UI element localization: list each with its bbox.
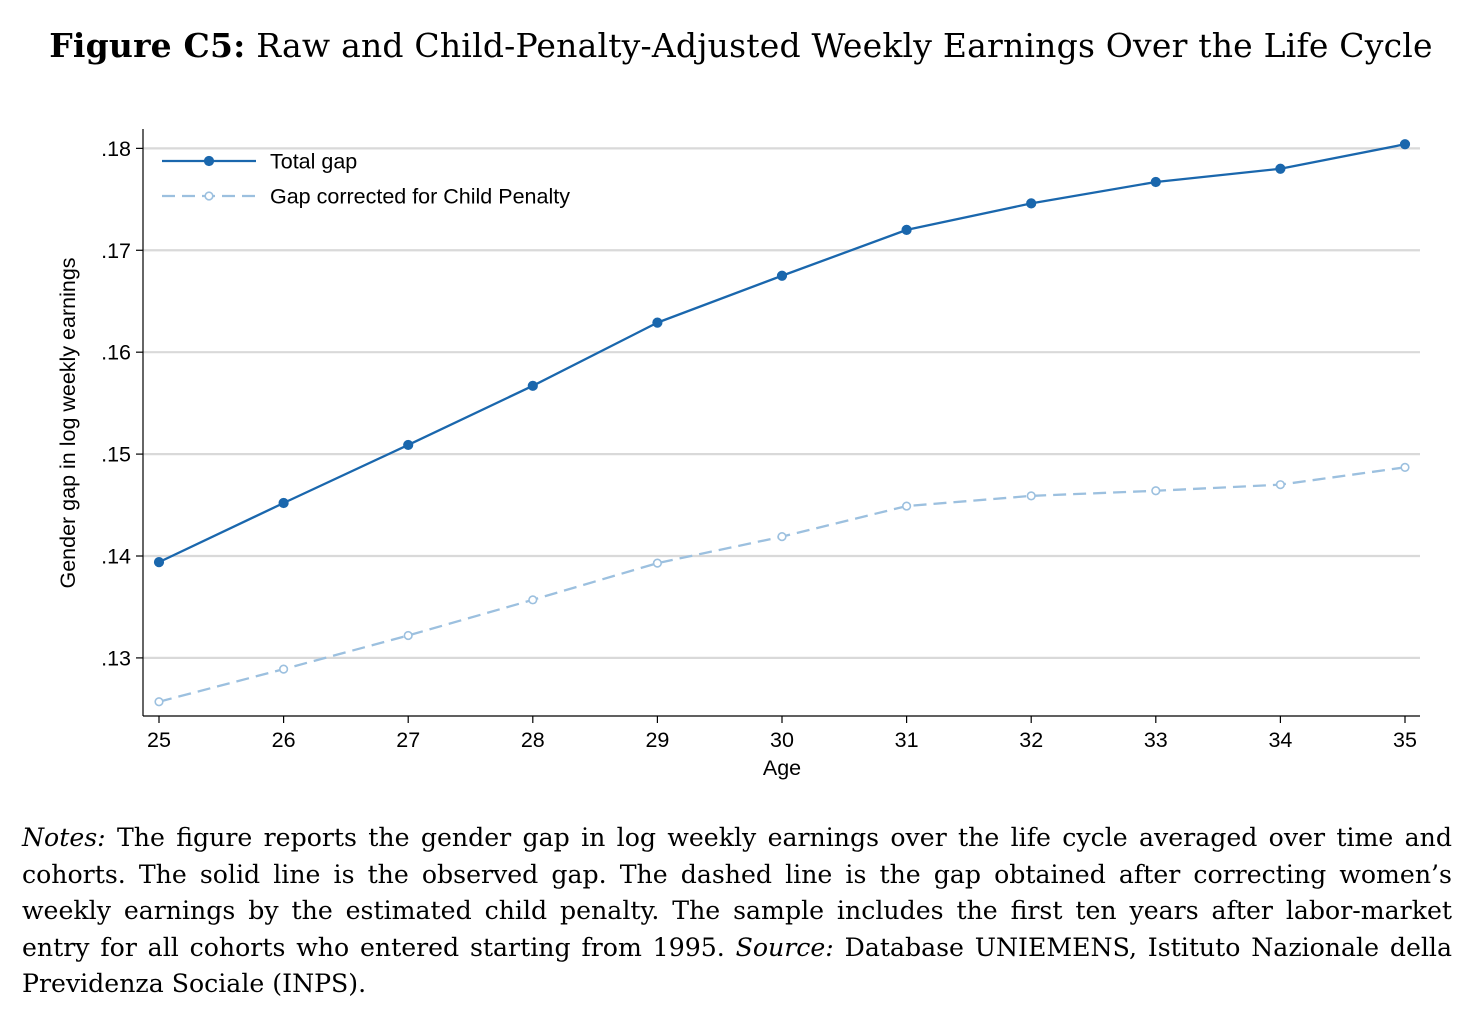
- series-point-1: [1399, 139, 1411, 150]
- series-point-2: [154, 697, 164, 707]
- notes-label: Notes:: [22, 823, 106, 852]
- series-point-1: [527, 380, 538, 391]
- series-point-1: [652, 317, 663, 328]
- x-tick-label: 34: [1268, 728, 1292, 752]
- x-tick-label: 29: [645, 728, 669, 752]
- x-tick-label: 32: [1019, 728, 1043, 752]
- x-tick-label: 26: [272, 728, 296, 752]
- series-point-2: [403, 630, 413, 641]
- series-point-2: [279, 664, 289, 674]
- series-point-1: [1275, 163, 1286, 174]
- x-tick-label: 25: [147, 728, 171, 752]
- legend-entry-label: Total gap: [270, 150, 357, 174]
- series-point-2: [1275, 480, 1285, 490]
- line-chart: .13 .14 .15 .16 .17 .18 25 26 27 28 29 30 31 32 33 34 3…: [56, 129, 1420, 780]
- series-point-2: [652, 558, 663, 568]
- source-label: Source:: [735, 932, 834, 962]
- series-layer: [153, 139, 1411, 707]
- series-point-1: [278, 497, 289, 509]
- series-point-1: [901, 224, 912, 235]
- y-tick-label: .15: [101, 443, 131, 467]
- y-tick-label: .18: [101, 137, 131, 161]
- series-point-1: [1150, 176, 1161, 188]
- y-tick-label: .17: [101, 239, 131, 263]
- x-tick-label: 33: [1144, 728, 1168, 752]
- series-point-2: [1400, 462, 1410, 472]
- series-point-2: [528, 595, 538, 605]
- series-point-1: [1026, 198, 1037, 209]
- y-axis-ticks: .13 .14 .15 .16 .17 .18: [101, 137, 143, 670]
- grid-lines: [143, 147, 1420, 660]
- figure-title-text: Raw and Child-Penalty-Adjusted Weekly Ea…: [256, 26, 1433, 65]
- source-text: Database UNIEMENS, Istituto Nazionale de…: [22, 932, 1452, 999]
- y-axis-label: Gender gap in log weekly earnings: [56, 257, 80, 588]
- x-tick-label: 35: [1393, 728, 1417, 752]
- figure-notes: Notes: The figure reports the gender gap…: [22, 820, 1452, 1003]
- series-point-2: [901, 501, 912, 511]
- x-axis-ticks: 25 26 27 28 29 30 31 32 33 34 35: [147, 716, 1417, 752]
- legend-entry-label: Gap corrected for Child Penalty: [270, 185, 570, 209]
- x-tick-label: 28: [521, 728, 545, 752]
- legend: Total gap Gap corrected for Child Penalty: [162, 150, 570, 209]
- notes-text: The figure reports the gender gap in log…: [22, 823, 1452, 962]
- series-point-1: [403, 439, 414, 451]
- y-tick-label: .13: [101, 646, 131, 670]
- series-point-2: [1151, 486, 1161, 496]
- x-axis-label: Age: [763, 756, 801, 780]
- figure-label: Figure C5:: [49, 26, 246, 65]
- figure-title: Figure C5: Raw and Child-Penalty-Adjuste…: [0, 26, 1482, 65]
- series-line-2: [158, 466, 1406, 703]
- legend-swatch-marker: [203, 155, 215, 167]
- series-point-1: [776, 270, 788, 281]
- series-point-2: [777, 532, 787, 542]
- x-tick-label: 27: [396, 728, 420, 752]
- legend-swatch-marker: [204, 191, 214, 201]
- x-tick-label: 31: [895, 728, 919, 752]
- x-tick-label: 30: [770, 728, 794, 752]
- series-point-2: [1026, 491, 1036, 501]
- series-point-1: [153, 557, 165, 568]
- y-tick-label: .14: [101, 545, 131, 569]
- y-tick-label: .16: [101, 341, 131, 365]
